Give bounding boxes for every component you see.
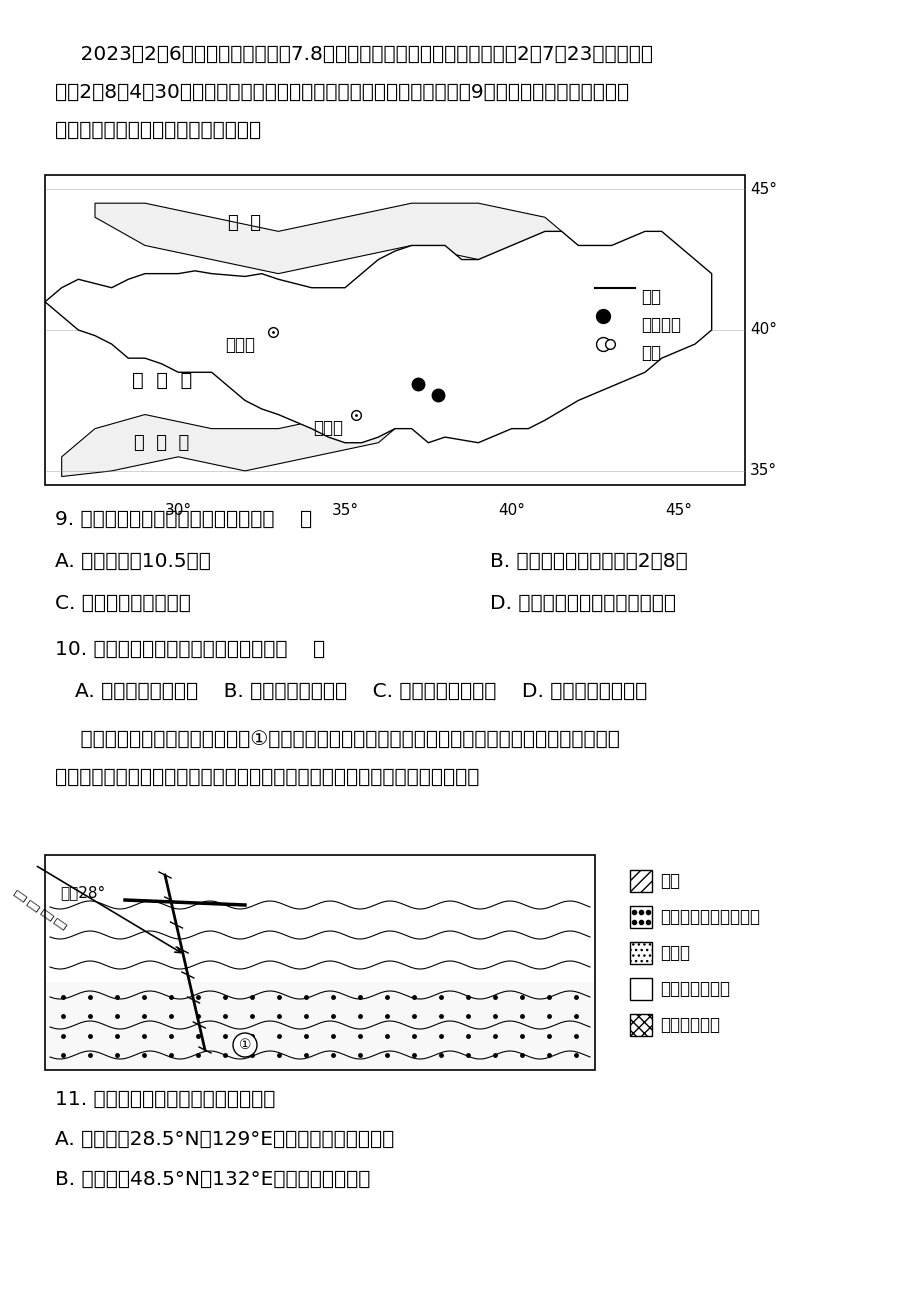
Text: 太
阳
光
线: 太 阳 光 线 — [12, 889, 68, 931]
Text: B. 该地位于48.5°N，132°E，河流自北向南流: B. 该地位于48.5°N，132°E，河流自北向南流 — [55, 1170, 370, 1189]
Text: ①: ① — [239, 1038, 251, 1052]
Text: 次地震震中位置。据此完成下面小题。: 次地震震中位置。据此完成下面小题。 — [55, 121, 261, 141]
Bar — [45, 855, 595, 1070]
Text: 下图示意我国某地质剖面，其中①指断层，图中河流平直并与该剖面垂直，图中太阳光线为该地正午: 下图示意我国某地质剖面，其中①指断层，图中河流平直并与该剖面垂直，图中太阳光线为… — [55, 730, 619, 749]
Text: 安卡拉: 安卡拉 — [225, 336, 255, 354]
Bar — [630, 978, 652, 1000]
Text: A. 日出方位逐渐偏南    B. 昼短夜长且昼渐短    C. 日落时刻逐渐推迟    D. 正午太阳高度变小: A. 日出方位逐渐偏南 B. 昼短夜长且昼渐短 C. 日落时刻逐渐推迟 D. 正… — [75, 682, 647, 700]
Text: 恐龙化石岩石: 恐龙化石岩石 — [659, 1016, 720, 1034]
Text: 30°: 30° — [165, 503, 192, 518]
Text: A. 航行用时约10.5小时: A. 航行用时约10.5小时 — [55, 552, 210, 572]
Text: 11. 据图推断该地位置和河流流向（）: 11. 据图推断该地位置和河流流向（） — [55, 1090, 275, 1109]
Bar — [630, 943, 652, 963]
Bar — [630, 906, 652, 928]
Polygon shape — [62, 414, 394, 477]
Text: C. 由夜半球进入昼半球: C. 由夜半球进入昼半球 — [55, 594, 190, 613]
Text: 河流28°: 河流28° — [60, 885, 105, 900]
Text: 45°: 45° — [664, 503, 691, 518]
Bar — [45, 174, 744, 486]
Text: 土  耳  其: 土 耳 其 — [131, 371, 191, 391]
Text: 2023年2月6日，土耳其发生两次7.8级地震。我国地震救援队于北京时间2月7日23时从北京出: 2023年2月6日，土耳其发生两次7.8级地震。我国地震救援队于北京时间2月7日… — [55, 46, 652, 64]
Text: 35°: 35° — [749, 464, 777, 478]
Text: B. 起飞时全球大部分处于2月8日: B. 起飞时全球大部分处于2月8日 — [490, 552, 687, 572]
Text: 玄武岩: 玄武岩 — [659, 944, 689, 962]
Bar — [46, 982, 594, 1069]
Text: 40°: 40° — [749, 323, 777, 337]
Polygon shape — [45, 232, 711, 443]
Text: 10. 地震救援队救灾期间，阿达纳地区（    ）: 10. 地震救援队救灾期间，阿达纳地区（ ） — [55, 641, 324, 659]
Text: 40°: 40° — [497, 503, 525, 518]
Text: 城市: 城市 — [641, 344, 660, 362]
Text: 三叶虫化石岩层: 三叶虫化石岩层 — [659, 980, 729, 999]
Text: A. 该地位于28.5°N，129°E，河流流向为自西向东: A. 该地位于28.5°N，129°E，河流流向为自西向东 — [55, 1130, 394, 1148]
Text: 大型哺乳动物化石岩层: 大型哺乳动物化石岩层 — [659, 907, 759, 926]
Text: 9. 我国地震救援队前往土耳其的航班（    ）: 9. 我国地震救援队前往土耳其的航班（ ） — [55, 510, 312, 529]
Circle shape — [233, 1032, 256, 1057]
Bar — [630, 870, 652, 892]
Text: 阿达纳: 阿达纳 — [313, 418, 344, 436]
Text: 35°: 35° — [331, 503, 358, 518]
Text: 时的太阳光线。此日我国各地达到一年中昼最短、夜最长。据此完成下面小题。: 时的太阳光线。此日我国各地达到一年中昼最短、夜最长。据此完成下面小题。 — [55, 768, 479, 786]
Text: 45°: 45° — [749, 181, 777, 197]
Bar — [630, 1014, 652, 1036]
Text: 断层: 断层 — [659, 872, 679, 891]
Text: 发，2月8日4时30分（东三区区时）到达阿达纳机场。救援队开展了为期9天的就援工作。下图示意两: 发，2月8日4时30分（东三区区时）到达阿达纳机场。救援队开展了为期9天的就援工… — [55, 83, 629, 102]
Text: 黑  海: 黑 海 — [228, 214, 261, 232]
Polygon shape — [95, 203, 562, 273]
Text: D. 最佳航向为先向西南再向西北: D. 最佳航向为先向西南再向西北 — [490, 594, 675, 613]
Text: 河流: 河流 — [641, 288, 660, 306]
Text: 震中位置: 震中位置 — [641, 315, 680, 333]
Text: 地  中  海: 地 中 海 — [134, 434, 189, 452]
